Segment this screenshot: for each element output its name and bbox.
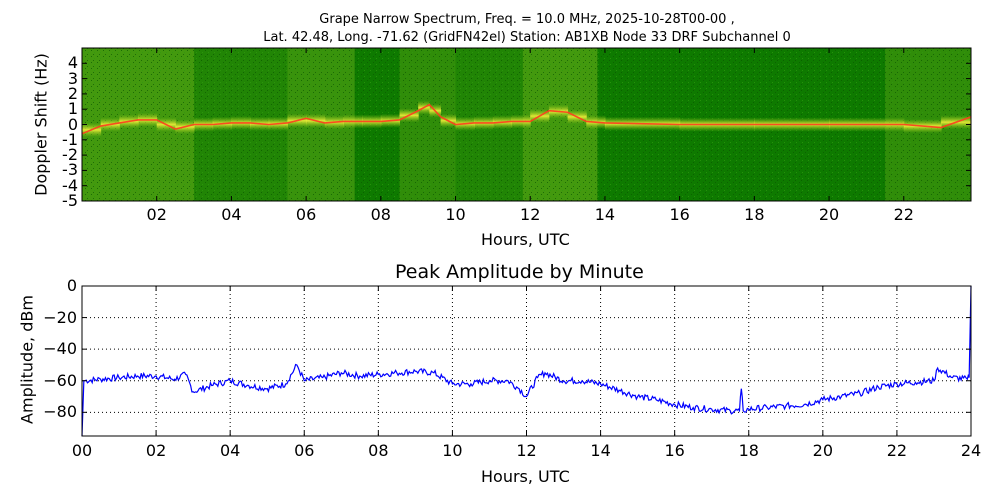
spectrogram-x-tick-label: 02 (146, 205, 167, 224)
amplitude-series-line (81, 285, 972, 437)
amplitude-y-tick-label: −60 (43, 370, 77, 390)
spectrogram-y-tick-label: -3 (62, 160, 78, 180)
spectrogram-y-tick-label: 3 (67, 68, 78, 88)
amplitude-x-tick-label: 10 (442, 441, 463, 460)
spectrogram-y-tick-label: 4 (67, 53, 78, 73)
amplitude-y-axis-label: Amplitude, dBm (17, 295, 37, 424)
spectrogram-x-tick-label: 08 (370, 205, 391, 224)
spectrogram-y-axis-label: Doppler Shift (Hz) (31, 53, 51, 196)
spectrogram-y-tick-label: -1 (62, 129, 78, 149)
amplitude-x-tick-label: 02 (145, 441, 167, 460)
spectrogram-y-tick-label: -5 (62, 191, 78, 210)
amplitude-x-tick-label: 24 (960, 441, 982, 460)
amplitude-x-tick-label: 08 (368, 441, 389, 460)
amplitude-y-tick-label: −40 (43, 339, 77, 359)
spectrogram-y-tick-label: -2 (62, 145, 78, 165)
amplitude-plot (81, 285, 972, 437)
amplitude-x-tick-label: 12 (516, 441, 537, 460)
spectrogram-x-tick-label: 22 (893, 205, 914, 224)
amplitude-y-tick-label: −20 (43, 307, 77, 327)
spectrogram-x-tick-label: 04 (221, 205, 242, 224)
spectrogram-x-tick-label: 14 (594, 205, 616, 224)
amplitude-y-tick-label: −80 (43, 402, 77, 422)
amplitude-ticks (81, 285, 972, 436)
spectrogram-x-tick-label: 10 (445, 205, 466, 224)
spectrogram-plot (82, 48, 971, 201)
spectrogram-x-tick-label: 18 (744, 205, 765, 224)
spectrogram-ticks (82, 48, 971, 202)
amplitude-x-axis-label: Hours, UTC (481, 467, 570, 486)
amplitude-title: Peak Amplitude by Minute (395, 261, 644, 283)
spectrogram-y-tick-label: 1 (67, 99, 78, 119)
spectrogram-peak-trace (82, 103, 971, 135)
amplitude-grid (82, 286, 971, 436)
spectrogram-y-tick-label: 2 (67, 83, 78, 103)
spectrogram-title-line1: Grape Narrow Spectrum, Freq. = 10.0 MHz,… (319, 12, 735, 27)
amplitude-x-tick-label: 14 (590, 441, 611, 460)
amplitude-plot-area (82, 286, 971, 436)
amplitude-y-tick-label: 0 (66, 276, 77, 295)
spectrogram-y-tick-label: 0 (67, 114, 78, 134)
amplitude-x-tick-label: 22 (886, 441, 908, 460)
amplitude-x-tick-label: 18 (738, 441, 759, 460)
spectrogram-x-tick-label: 16 (669, 205, 690, 224)
spectrogram-x-tick-label: 06 (295, 205, 317, 224)
spectrogram-x-tick-label: 12 (520, 205, 541, 224)
spectrogram-title-line2: Lat. 42.48, Long. -71.62 (GridFN42el) St… (263, 30, 791, 45)
amplitude-x-tick-label: 00 (71, 441, 93, 460)
spectrogram-x-tick-label: 20 (818, 205, 840, 224)
spectrogram-y-tick-label: -4 (62, 175, 78, 195)
amplitude-x-tick-label: 06 (294, 441, 315, 460)
amplitude-x-tick-label: 20 (812, 441, 833, 460)
amplitude-x-tick-label: 04 (219, 441, 241, 460)
amplitude-x-tick-label: 16 (664, 441, 685, 460)
spectrogram-x-axis-label: Hours, UTC (481, 230, 570, 249)
